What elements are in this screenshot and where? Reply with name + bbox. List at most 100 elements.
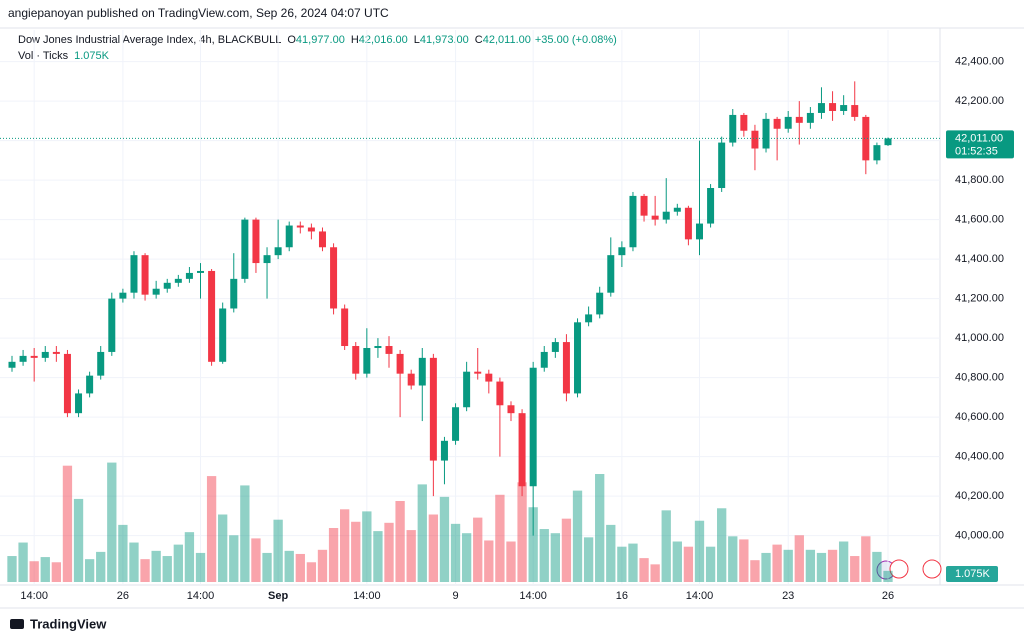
volume-bar: [850, 556, 860, 582]
volume-bar: [251, 538, 261, 582]
candle-body: [330, 247, 338, 309]
volume-bar: [772, 544, 782, 582]
price-tag-value: 42,011.00: [955, 132, 1003, 144]
candle-body: [396, 353, 404, 374]
y-tick-label: 41,000.00: [955, 332, 1004, 344]
volume-bar: [617, 546, 627, 582]
volume-bar: [750, 560, 760, 582]
y-tick-label: 40,800.00: [955, 372, 1004, 384]
volume-bar: [62, 465, 73, 582]
volume-tag: [946, 566, 998, 582]
candle-body: [496, 381, 504, 406]
candle-body: [707, 188, 715, 224]
volume-bar: [506, 541, 516, 582]
ohlc-value: 41,973.00: [420, 34, 469, 46]
volume-bar: [51, 562, 62, 582]
candle-body: [341, 308, 349, 347]
x-tick-label: 14:00: [20, 590, 48, 602]
grid: [0, 30, 940, 585]
candle-body: [263, 255, 271, 264]
volume-bar: [284, 550, 294, 582]
candle-body: [829, 103, 837, 111]
change: +35.00 (+0.08%): [535, 34, 617, 46]
candle-body: [817, 103, 825, 113]
legend: Dow Jones Industrial Average Index, 4h, …: [18, 34, 617, 46]
volume-bar: [517, 482, 527, 582]
candle-body: [208, 270, 216, 362]
volume-legend: Vol · Ticks 1.075K: [18, 50, 110, 62]
candle-body: [86, 375, 94, 394]
ohlc-value: 41,977.00: [296, 34, 345, 46]
candle-body: [163, 282, 171, 289]
volume-bar: [7, 556, 17, 582]
candle-body: [174, 278, 182, 283]
y-tick-label: 42,200.00: [955, 95, 1004, 107]
volume-bar: [761, 552, 771, 582]
volume-bar: [118, 524, 128, 582]
candle-body: [507, 405, 515, 414]
candle-body: [740, 114, 748, 131]
candle-body: [352, 346, 360, 374]
volume-tag-value: 1.075K: [955, 568, 991, 580]
y-tick-label: 41,800.00: [955, 174, 1004, 186]
volume-bar: [428, 514, 439, 582]
candle-body: [684, 207, 692, 240]
candle-body: [141, 255, 149, 295]
candle-body: [197, 270, 205, 273]
candle-body: [806, 112, 814, 123]
candle-body: [318, 231, 326, 248]
volume-bar: [206, 476, 217, 582]
candle-body: [851, 105, 859, 117]
candle-body: [474, 371, 482, 374]
countdown: 01:52:35: [955, 145, 998, 157]
volume-bar: [705, 546, 716, 582]
volume-bar: [495, 494, 505, 582]
ohlc: O41,977.00 H42,016.00 L41,973.00 C42,011.00: [287, 34, 531, 46]
volume-bar: [550, 533, 560, 582]
y-tick-label: 40,400.00: [955, 451, 1004, 463]
volume-bar: [96, 551, 106, 582]
volume-bar: [883, 570, 893, 582]
volume-bar: [572, 490, 583, 582]
volume-value: 1.075K: [74, 50, 110, 62]
volume-bar: [295, 553, 305, 582]
ohlc-key: H: [351, 34, 359, 46]
volume-bar: [583, 537, 594, 582]
candle-body: [385, 346, 393, 354]
volume-bar: [694, 520, 705, 582]
volume-bar: [739, 539, 749, 582]
candle-body: [485, 373, 493, 382]
candle-body: [130, 255, 138, 293]
candle-body: [440, 440, 448, 461]
candle-body: [551, 342, 559, 352]
brand: TradingView: [30, 616, 107, 631]
x-tick-label: 9: [452, 590, 458, 602]
price-tag: [946, 130, 1014, 159]
volume-bar: [539, 529, 549, 582]
x-tick-label: 23: [782, 590, 794, 602]
candle-body: [762, 118, 770, 149]
logo: [10, 619, 24, 629]
volume-bar: [395, 501, 405, 582]
candle-body: [152, 288, 160, 295]
y-tick-label: 40,600.00: [955, 411, 1004, 423]
publisher: angiepanoyan published on TradingView.co…: [8, 6, 389, 20]
candle-body: [618, 247, 626, 256]
candle-body: [718, 142, 726, 189]
candle-body: [695, 223, 703, 240]
x-tick-label: 14:00: [353, 590, 381, 602]
volume-bar: [151, 550, 161, 582]
volume-bar: [362, 511, 372, 582]
candle-body: [230, 278, 238, 309]
volume-bar: [816, 552, 827, 582]
ohlc-key: L: [414, 34, 420, 46]
volume-bar: [351, 521, 361, 582]
volume-bar: [229, 535, 239, 582]
volume-bar: [328, 528, 339, 582]
candle-body: [662, 211, 670, 220]
volume-bar: [872, 551, 882, 582]
volume-bar: [717, 508, 727, 582]
candle-body: [784, 116, 792, 129]
volume-bar: [373, 531, 383, 582]
